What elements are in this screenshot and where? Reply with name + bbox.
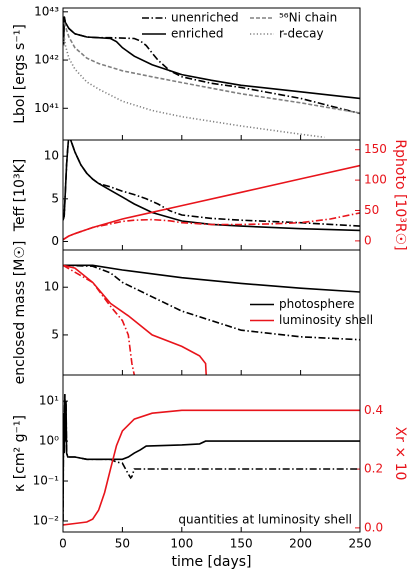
- y2-tick-label: 150: [364, 142, 387, 156]
- x-tick-label: 250: [349, 537, 372, 551]
- legend-label: photosphere: [279, 297, 355, 311]
- x-tick-label: 100: [170, 537, 193, 551]
- y-tick-label: 10⁴²: [34, 53, 59, 67]
- y-tick-label: 10: [44, 280, 59, 294]
- y-tick-label: 10⁻²: [33, 513, 60, 527]
- y2-axis-label: Rphoto [10³R☉]: [392, 139, 408, 250]
- y2-tick-label: 0: [364, 233, 372, 247]
- legend-label: r-decay: [279, 27, 324, 41]
- y2-tick-label: 0.0: [364, 520, 383, 534]
- series-line: [63, 212, 360, 241]
- series-line: [63, 264, 360, 341]
- y2-axis-label: Xr × 10: [392, 427, 408, 481]
- annotation: quantities at luminosity shell: [178, 513, 352, 527]
- plot-area: [63, 140, 360, 241]
- x-tick-label: 50: [115, 537, 130, 551]
- series-line: [63, 264, 136, 375]
- y2-tick-label: 50: [364, 203, 379, 217]
- panel-frame: [62, 139, 361, 251]
- legend-label: unenriched: [171, 11, 239, 25]
- plot-area: [63, 394, 360, 526]
- series-line: [63, 36, 325, 139]
- y-axis-label: enclosed mass [M☉]: [12, 241, 28, 385]
- series-line: [63, 22, 360, 114]
- series-line: [63, 394, 360, 522]
- y-tick-label: 0: [51, 234, 59, 248]
- panel-frame: [62, 374, 361, 533]
- series-line: [63, 409, 360, 526]
- series-line: [63, 394, 360, 522]
- series-line: [63, 140, 360, 227]
- legend-label: enriched: [171, 27, 223, 41]
- y2-tick-label: 100: [364, 173, 387, 187]
- legend-label: luminosity shell: [279, 313, 373, 327]
- plot-area: [63, 16, 360, 139]
- series-line: [63, 140, 360, 232]
- y-tick-label: 10⁻¹: [33, 474, 60, 488]
- y2-tick-label: 0.4: [364, 403, 383, 417]
- y-tick-label: 10¹: [39, 394, 59, 408]
- series-line: [63, 264, 207, 375]
- y-tick-label: 5: [51, 327, 59, 341]
- x-tick-label: 0: [59, 537, 67, 551]
- series-line: [63, 264, 360, 293]
- y-axis-label: κ [cm² g⁻¹]: [12, 415, 28, 492]
- series-line: [63, 16, 360, 100]
- x-tick-label: 200: [289, 537, 312, 551]
- y-tick-label: 10: [44, 149, 59, 163]
- plot-area: [63, 264, 360, 375]
- legend-label: ⁵⁶Ni chain: [279, 11, 337, 25]
- y-axis-label: Lbol [ergs s⁻¹]: [12, 24, 28, 124]
- y-axis-label: Teff [10³K]: [12, 159, 28, 232]
- y-tick-label: 10⁰: [39, 434, 59, 448]
- y-tick-label: 10⁴³: [34, 4, 59, 18]
- y2-tick-label: 0.2: [364, 462, 383, 476]
- x-axis-label: time [days]: [171, 554, 251, 570]
- y-tick-label: 5: [51, 191, 59, 205]
- y-tick-label: 10⁴¹: [34, 101, 59, 115]
- x-tick-label: 150: [230, 537, 253, 551]
